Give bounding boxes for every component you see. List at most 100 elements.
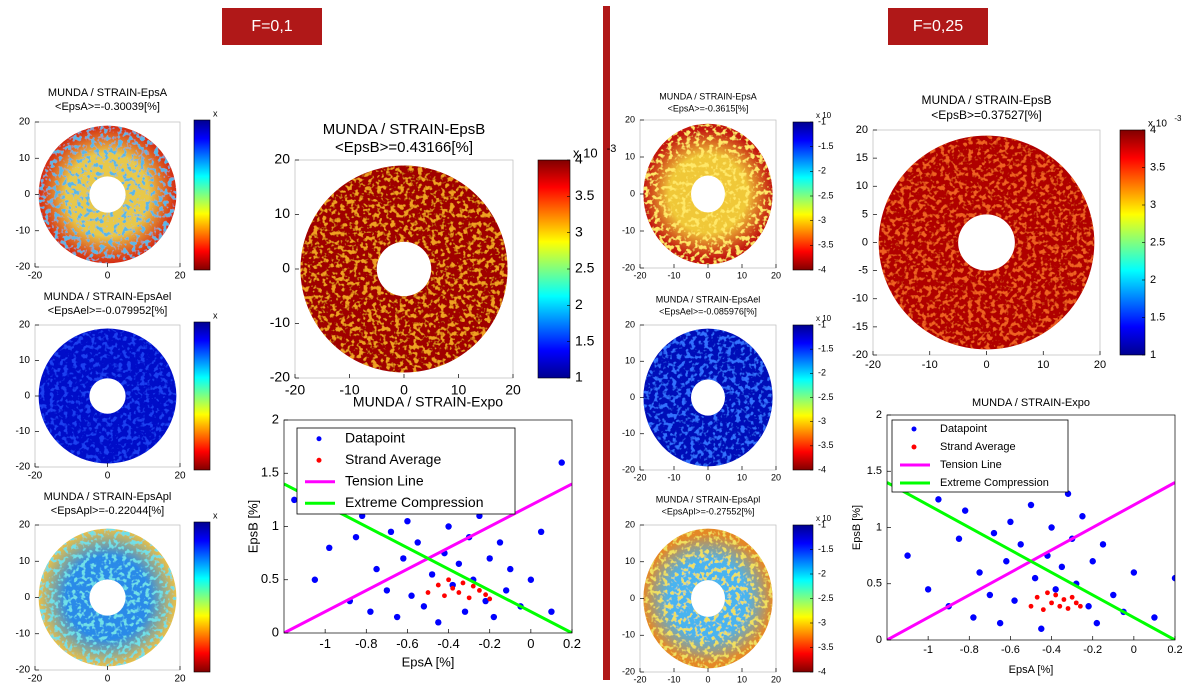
chart-title: MUNDA / STRAIN-EpsA <box>48 87 168 99</box>
datapoint <box>1079 513 1086 520</box>
x-tick-label: -20 <box>865 359 881 371</box>
datapoint <box>558 459 565 466</box>
colorbar-tick-label: -1.5 <box>818 344 834 354</box>
colorbar-tick-label: -4 <box>818 666 826 676</box>
x-tick-label: -20 <box>28 674 43 685</box>
strand-average <box>446 577 451 583</box>
colorbar-tick-label: -4 <box>818 264 826 274</box>
strand-average <box>460 580 466 586</box>
legend <box>891 419 1069 493</box>
plot <box>284 459 572 633</box>
x-tick-label: 0 <box>705 270 710 280</box>
colorbar-tick-label: -2.5 <box>818 190 834 200</box>
y-tick-label: 20 <box>625 114 635 124</box>
strand-average <box>450 585 456 591</box>
datapoint <box>352 533 360 541</box>
chart-title: MUNDA / STRAIN-Expo <box>353 394 503 410</box>
x-tick-label: -0.6 <box>396 636 418 651</box>
datapoint <box>291 496 298 504</box>
chart-subtitle: <EpsB>=0.43166[%] <box>335 139 473 156</box>
datapoint <box>1110 591 1117 599</box>
x-tick-label: 20 <box>1094 359 1106 371</box>
colorbar-label: x 10 <box>816 314 832 323</box>
strand-average <box>1077 603 1083 609</box>
colorbar <box>537 159 571 379</box>
y-tick-label: 0 <box>24 592 30 603</box>
x-tick-label: -10 <box>667 472 680 482</box>
datapoint <box>1130 569 1138 576</box>
datapoint <box>1017 541 1024 548</box>
y-tick-label: 10 <box>625 556 635 566</box>
header-box <box>888 8 988 45</box>
y-tick-label: 0 <box>272 624 279 639</box>
datapoint <box>527 576 535 583</box>
y-tick-label: 15 <box>856 152 868 164</box>
legend-label: Tension Line <box>940 459 1002 471</box>
chart-title: MUNDA / STRAIN-EpsB <box>921 93 1051 107</box>
strain-map <box>38 528 177 667</box>
datapoint <box>502 587 510 594</box>
datapoint <box>986 591 994 599</box>
colorbar <box>1119 129 1146 356</box>
y-tick-label: -10 <box>16 225 31 236</box>
strand-average <box>487 596 493 602</box>
strain-map <box>643 328 773 467</box>
datapoint <box>486 555 493 562</box>
strand-average <box>1057 603 1063 609</box>
x-tick-label: -0.8 <box>355 636 377 651</box>
legend <box>296 427 516 515</box>
x-tick-label: -1 <box>319 636 331 651</box>
strand-average <box>477 588 482 593</box>
colorbar-tick-label: 1.5 <box>575 332 595 348</box>
y-tick-label: -20 <box>16 665 31 676</box>
header: F=0,1 <box>251 18 292 35</box>
y-tick-label: 0.5 <box>867 578 882 590</box>
y-axis-label: EpsB [%] <box>245 500 260 553</box>
strain-map <box>643 528 773 669</box>
x-tick-label: -0.8 <box>960 644 979 656</box>
colorbar-tick-label: -2 <box>818 568 826 578</box>
datapoint <box>496 539 504 546</box>
datapoint <box>1007 518 1014 526</box>
x-axis-label: EpsA [%] <box>1009 664 1054 676</box>
colorbar-tick-label: -3 <box>818 416 826 426</box>
datapoint <box>935 496 942 503</box>
datapoint <box>996 619 1004 627</box>
datapoint <box>976 569 983 576</box>
y-tick-label: 1.5 <box>867 465 882 477</box>
strand-average <box>1061 597 1067 602</box>
y-tick-label: -20 <box>622 464 635 474</box>
y-tick-label: 5 <box>862 208 868 220</box>
datapoint <box>961 507 969 514</box>
x-tick-label: -0.4 <box>437 636 459 651</box>
strand-average <box>1045 590 1050 596</box>
y-tick-label: 0 <box>630 188 635 198</box>
strain-map <box>643 123 773 265</box>
y-tick-label: -20 <box>622 262 635 272</box>
x-tick-label: 20 <box>771 270 781 280</box>
datapoint <box>435 619 442 626</box>
datapoint <box>1171 574 1175 582</box>
colorbar-tick-label: -3 <box>818 617 826 627</box>
datapoint <box>1003 558 1010 565</box>
datapoint <box>955 535 963 542</box>
datapoint <box>490 613 498 621</box>
datapoint <box>904 552 911 559</box>
datapoint <box>1151 614 1158 621</box>
x-tick-label: 0.2 <box>1167 644 1182 656</box>
x-tick-label: 0 <box>527 636 534 651</box>
chart-title: MUNDA / STRAIN-EpsAel <box>656 294 761 304</box>
y-tick-label: 20 <box>625 519 635 529</box>
colorbar-label: x 10 <box>573 145 598 160</box>
y-tick-label: 0 <box>862 236 868 248</box>
colorbar-label: x 10 <box>816 514 832 523</box>
y-tick-label: 20 <box>274 151 290 167</box>
colorbar-tick-label: -1 <box>818 116 826 126</box>
datapoint <box>1099 541 1107 548</box>
strand-average <box>1040 607 1046 613</box>
y-tick-label: 0 <box>630 392 635 402</box>
x-tick-label: 10 <box>737 472 747 482</box>
datapoint <box>383 587 391 594</box>
datapoint <box>404 517 411 525</box>
